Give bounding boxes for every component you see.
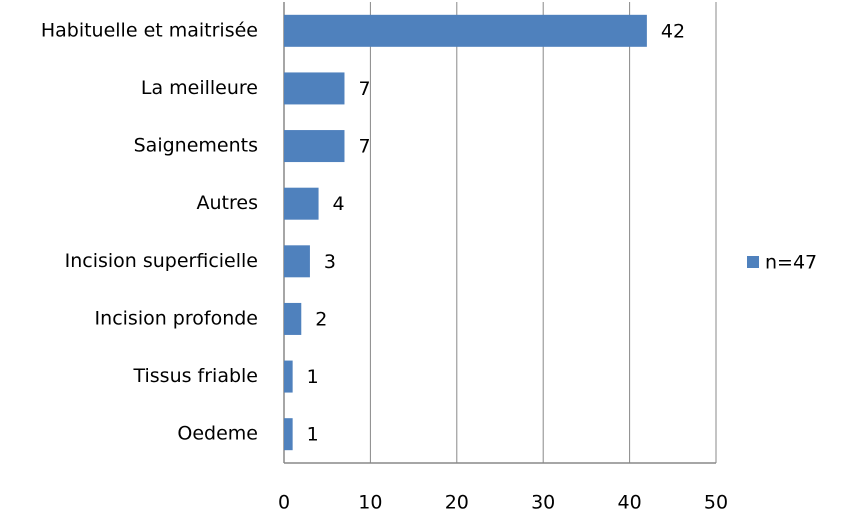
value-label: 3 <box>324 251 336 273</box>
y-tick-label: Autres <box>197 192 258 214</box>
y-tick-label: Habituelle et maitrisée <box>41 19 258 41</box>
bar <box>284 418 293 451</box>
x-tick-label: 30 <box>531 492 555 514</box>
x-tick-label: 20 <box>445 492 469 514</box>
y-tick-label: Oedeme <box>177 423 258 445</box>
bar <box>284 72 345 105</box>
y-tick-label: Incision profonde <box>95 307 258 329</box>
value-label: 7 <box>358 136 370 158</box>
y-tick-label: Incision superficielle <box>65 250 258 272</box>
bar <box>284 187 319 220</box>
x-tick-label: 50 <box>704 492 728 514</box>
bar <box>284 14 647 47</box>
bar <box>284 360 293 393</box>
legend-swatch <box>747 256 759 268</box>
y-tick-label: Saignements <box>134 135 258 157</box>
x-tick-label: 40 <box>618 492 642 514</box>
x-tick-label: 0 <box>278 492 290 514</box>
x-tick-label: 10 <box>358 492 382 514</box>
bar <box>284 130 345 163</box>
value-label: 4 <box>333 193 345 215</box>
bar <box>284 302 302 335</box>
y-tick-label: La meilleure <box>141 77 258 99</box>
value-label: 7 <box>358 78 370 100</box>
legend-label: n=47 <box>765 252 817 274</box>
value-label: 1 <box>307 424 319 446</box>
y-tick-label: Tissus friable <box>132 365 258 387</box>
bar <box>284 245 310 278</box>
value-label: 1 <box>307 366 319 388</box>
value-label: 2 <box>315 308 327 330</box>
value-label: 42 <box>661 20 685 42</box>
